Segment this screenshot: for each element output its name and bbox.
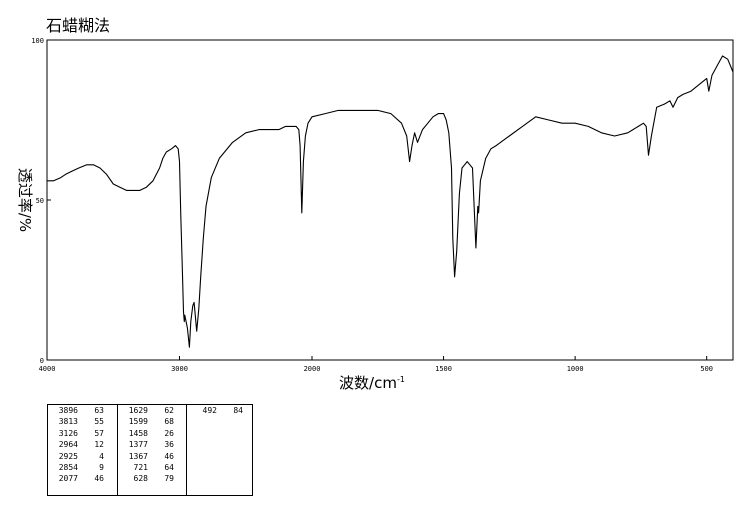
peak-row: 2854 9 bbox=[48, 462, 117, 473]
peak-transmittance: 63 bbox=[94, 406, 104, 415]
peak-transmittance: 9 bbox=[99, 462, 104, 472]
x-tick-label: 3000 bbox=[171, 365, 188, 373]
peak-row: 3896 63 bbox=[48, 405, 117, 416]
peak-wavenumber: 1377 bbox=[128, 440, 148, 450]
peak-transmittance: 62 bbox=[164, 406, 174, 415]
chart-title: 石蜡糊法 bbox=[46, 16, 111, 35]
y-tick-label: 50 bbox=[36, 197, 44, 205]
peak-transmittance: 68 bbox=[164, 417, 174, 427]
peak-wavenumber: 1629 bbox=[128, 406, 148, 415]
peak-row: 1377 36 bbox=[118, 439, 187, 450]
peak-transmittance: 79 bbox=[164, 474, 174, 484]
peak-row: 1367 46 bbox=[118, 451, 187, 462]
peak-wavenumber: 492 bbox=[202, 406, 217, 415]
x-tick-label: 1500 bbox=[435, 365, 452, 373]
peak-transmittance: 64 bbox=[164, 462, 174, 472]
peak-transmittance: 57 bbox=[94, 428, 104, 438]
peak-transmittance: 46 bbox=[94, 474, 104, 484]
peak-row: 3126 57 bbox=[48, 428, 117, 439]
peak-transmittance: 26 bbox=[164, 428, 174, 438]
peak-wavenumber: 2077 bbox=[58, 474, 78, 484]
peak-table-column: 3896 63 3813 55 3126 57 2964 12 2925 4 2854 9 2077 46 bbox=[48, 405, 117, 495]
peak-table-column: 492 84 bbox=[186, 405, 253, 495]
peak-table: 3896 63 3813 55 3126 57 2964 12 2925 4 2854 9 2077 46… bbox=[47, 404, 253, 496]
peak-wavenumber: 2925 bbox=[58, 451, 78, 461]
x-tick-label: 500 bbox=[700, 365, 713, 373]
y-axis-ticks: 0 50 100 bbox=[31, 37, 51, 365]
peak-wavenumber: 1458 bbox=[128, 428, 148, 438]
x-tick-label: 1000 bbox=[567, 365, 584, 373]
peak-transmittance: 12 bbox=[94, 440, 104, 450]
peak-row: 1599 68 bbox=[118, 416, 187, 427]
peak-transmittance: 55 bbox=[94, 417, 104, 427]
ir-spectrum-chart: 4000 3000 2000 1500 1000 500 0 50 100 波数/cm-1 透… bbox=[16, 37, 734, 392]
peak-transmittance: 4 bbox=[99, 451, 104, 461]
peak-row: 721 64 bbox=[118, 462, 187, 473]
peak-row: 3813 55 bbox=[48, 416, 117, 427]
peak-wavenumber: 2964 bbox=[58, 440, 78, 450]
peak-row: 2077 46 bbox=[48, 473, 117, 484]
x-axis-label: 波数/cm-1 bbox=[339, 374, 405, 392]
peak-row: 1458 26 bbox=[118, 428, 187, 439]
peak-wavenumber: 1599 bbox=[128, 417, 148, 427]
peak-row: 492 84 bbox=[187, 405, 253, 416]
peak-wavenumber: 3126 bbox=[58, 428, 78, 438]
y-tick-label: 100 bbox=[31, 37, 44, 45]
plot-frame bbox=[46, 39, 734, 361]
x-tick-label: 2000 bbox=[304, 365, 321, 373]
peak-row: 1629 62 bbox=[118, 405, 187, 416]
peak-transmittance: 46 bbox=[164, 451, 174, 461]
peak-wavenumber: 1367 bbox=[128, 451, 148, 461]
x-axis-ticks: 4000 3000 2000 1500 1000 500 bbox=[39, 356, 713, 373]
peak-row: 2925 4 bbox=[48, 451, 117, 462]
peak-wavenumber: 721 bbox=[133, 462, 148, 472]
x-tick-label: 4000 bbox=[39, 365, 56, 373]
peak-transmittance: 36 bbox=[164, 440, 174, 450]
peak-row: 2964 12 bbox=[48, 439, 117, 450]
peak-wavenumber: 3896 bbox=[58, 406, 78, 415]
peak-wavenumber: 3813 bbox=[58, 417, 78, 427]
y-tick-label: 0 bbox=[40, 357, 44, 365]
peak-transmittance: 84 bbox=[233, 406, 243, 415]
peak-table-column: 1629 62 1599 68 1458 26 1377 36 1367 46 721 64 628 79 bbox=[117, 405, 187, 495]
peak-wavenumber: 628 bbox=[133, 474, 148, 484]
y-axis-label: 透过率/% bbox=[16, 168, 34, 232]
spectrum-line bbox=[47, 55, 734, 348]
peak-wavenumber: 2854 bbox=[58, 462, 78, 472]
peak-row: 628 79 bbox=[118, 473, 187, 484]
